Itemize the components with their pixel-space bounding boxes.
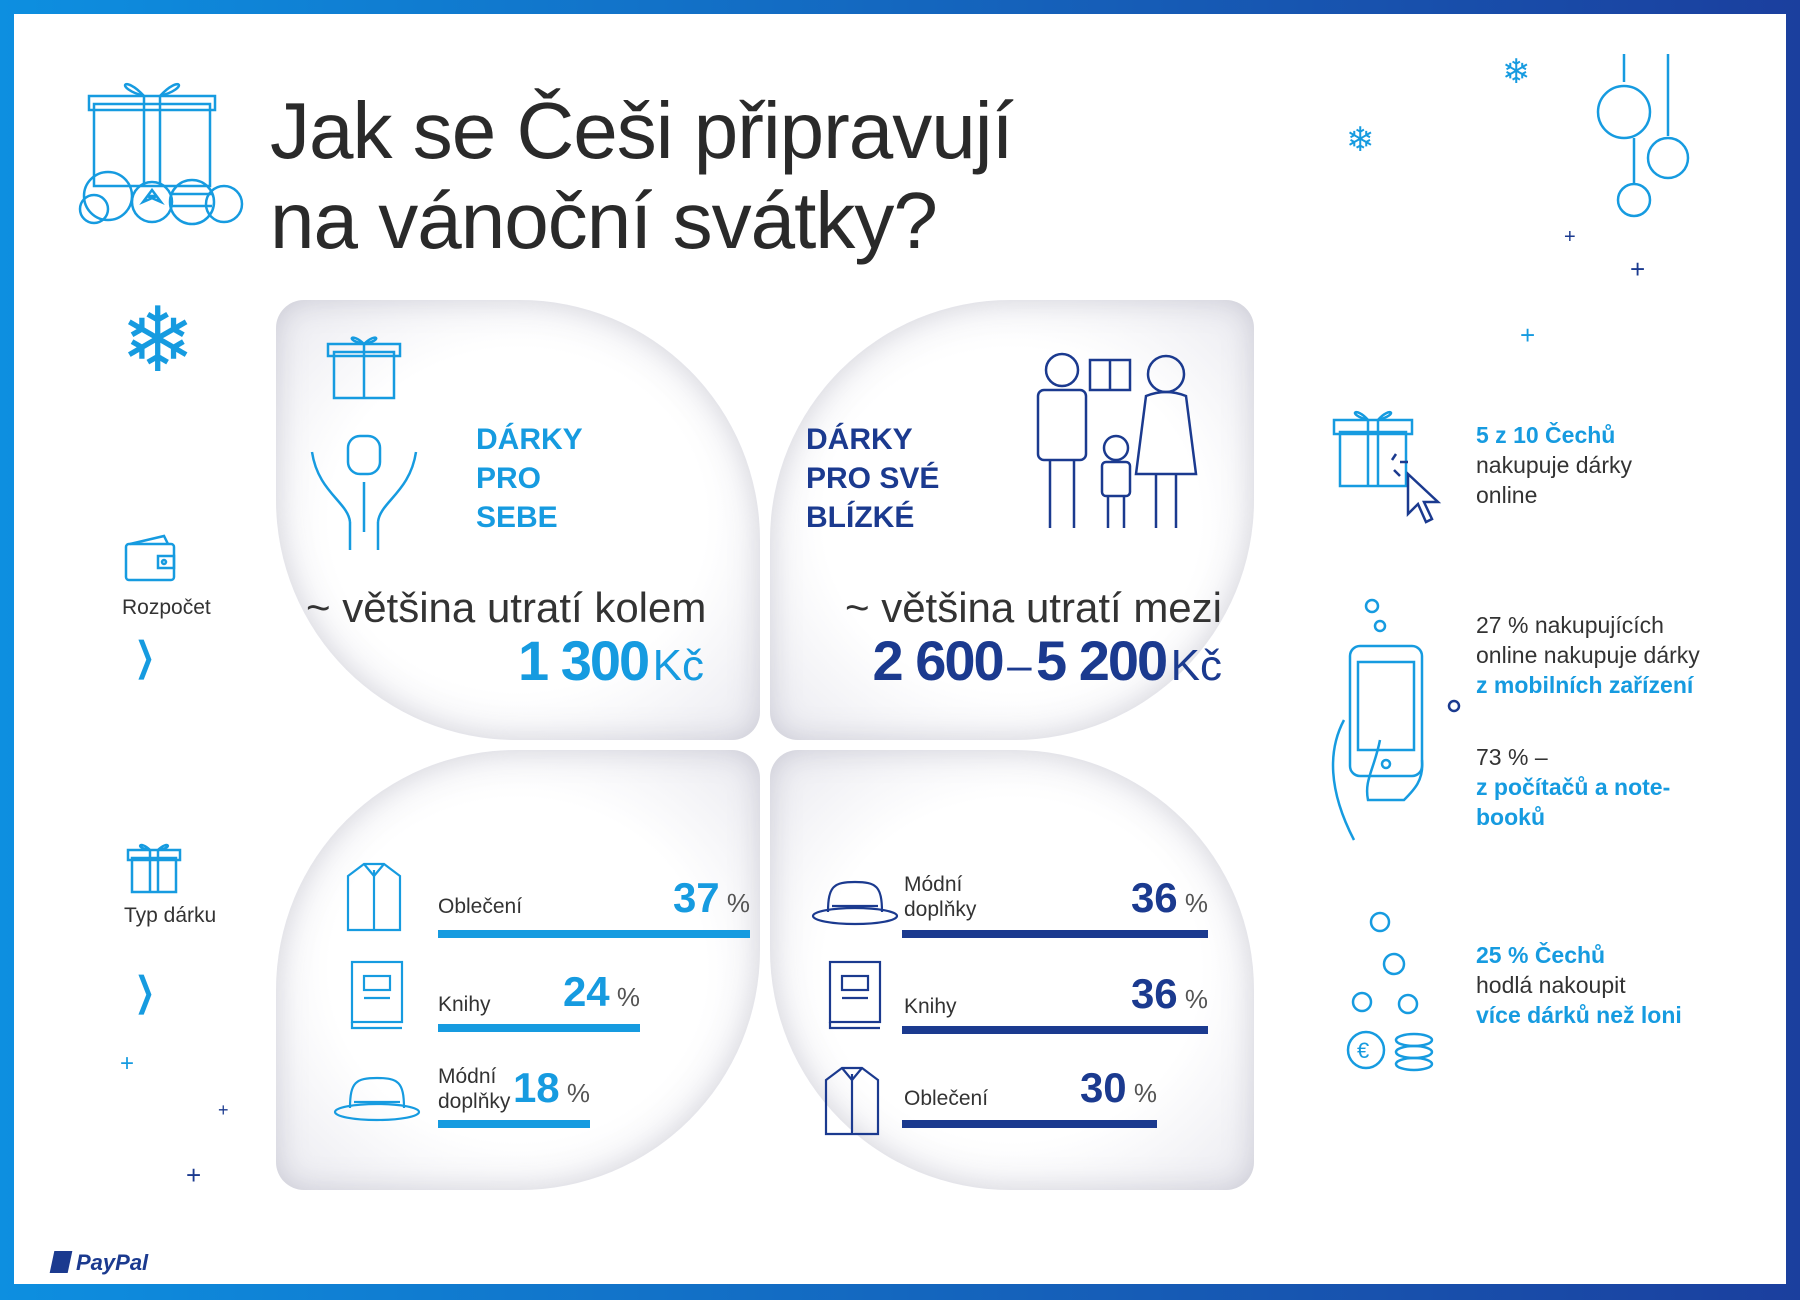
gifts-ornaments-icon xyxy=(78,83,244,226)
sparkle-icon: + xyxy=(1564,226,1576,248)
bar-1 xyxy=(438,1024,640,1032)
self-spend-text: ~ většina utratí kolem xyxy=(306,584,707,631)
gift-icon xyxy=(126,843,182,894)
bar-2 xyxy=(438,1120,590,1128)
loved-spend-range: 2 600 – 5 200 Kč xyxy=(796,628,1222,693)
online-stat: 5 z 10 Čechů nakupuje dárky online xyxy=(1476,422,1632,508)
paypal-mark-icon xyxy=(49,1251,73,1273)
chart-left-label-1: Knihy xyxy=(438,993,491,1016)
svg-text:€: € xyxy=(1357,1038,1369,1063)
sparkle-icon: + xyxy=(186,1160,202,1190)
loved-amount-to: 5 200 xyxy=(1036,629,1168,692)
loved-currency: Kč xyxy=(1170,641,1222,690)
bar-value-label-1: 24 % xyxy=(562,968,640,1015)
chart-left-label-0: Oblečení xyxy=(438,895,523,918)
paypal-logo: PayPal xyxy=(49,1250,148,1276)
loved-amount-from: 2 600 xyxy=(872,629,1005,692)
page-title: Jak se Češi připravují na vánoční svátky… xyxy=(270,86,1014,266)
hand-phone-icon xyxy=(1331,598,1461,841)
bar-0 xyxy=(438,930,750,938)
loved-gifts-heading: DÁRKY PRO SVÉ BLÍZKÉ xyxy=(806,423,940,534)
self-spend-amount: 1 300 Kč xyxy=(306,628,704,693)
title-line-1: Jak se Češi připravují xyxy=(270,86,1014,175)
sparkle-icon: + xyxy=(1630,254,1646,284)
infographic-canvas: Jak se Češi připravují na vánoční svátky… xyxy=(14,14,1786,1284)
gift-type-label: Typ dárku xyxy=(124,904,217,927)
sparkle-icon: + xyxy=(1520,320,1536,350)
bar-value-label-2: 18 % xyxy=(512,1064,590,1111)
budget-label: Rozpočet xyxy=(122,596,211,619)
chart-right-label-2: Oblečení xyxy=(904,1087,989,1110)
bar-value-label-1: 36 % xyxy=(1130,970,1208,1017)
gift-click-icon xyxy=(1332,411,1442,524)
hat-icon xyxy=(811,880,899,926)
self-amount-value: 1 300 xyxy=(518,629,650,692)
family-icon xyxy=(1036,352,1198,528)
self-gifts-heading: DÁRKY PRO SEBE xyxy=(476,423,583,534)
bar-value-label-0: 37 % xyxy=(672,874,750,921)
hat-icon xyxy=(333,1076,421,1122)
self-gifts-panel xyxy=(276,300,760,740)
bar-2 xyxy=(902,1120,1157,1128)
sparkle-icon: + xyxy=(218,1100,229,1120)
coins-icon: € xyxy=(1346,911,1434,1072)
jacket-icon xyxy=(824,1066,880,1136)
mobile-stat: 27 % nakupujících online nakupuje dárky … xyxy=(1476,612,1700,698)
snowflake-icon: ❄ xyxy=(1502,53,1531,91)
title-line-2: na vánoční svátky? xyxy=(270,176,938,265)
self-currency: Kč xyxy=(652,641,704,690)
loved-gifts-chart-panel xyxy=(770,750,1254,1190)
person-with-gift-icon xyxy=(310,336,418,550)
wallet-icon xyxy=(124,534,176,582)
pc-stat: 73 % – z počítačů a note- booků xyxy=(1476,744,1671,830)
chevron-right-icon[interactable]: ❯ xyxy=(134,970,155,1014)
bar-value-label-0: 36 % xyxy=(1130,874,1208,921)
bar-value-label-2: 30 % xyxy=(1079,1064,1157,1111)
bar-1 xyxy=(902,1026,1208,1034)
loved-dash: – xyxy=(1007,641,1032,690)
chart-right-label-1: Knihy xyxy=(904,995,957,1018)
snowflake-icon: ❄ xyxy=(1346,121,1375,159)
christmas-balls-icon xyxy=(1596,54,1690,218)
chevron-right-icon[interactable]: ❯ xyxy=(134,635,155,679)
chart-left-label-2: Módní doplňky xyxy=(438,1065,511,1113)
jacket-icon xyxy=(346,862,402,932)
book-icon xyxy=(350,960,404,1030)
self-gifts-chart-panel xyxy=(276,750,760,1190)
bar-0 xyxy=(902,930,1208,938)
book-icon xyxy=(828,960,882,1030)
loved-spend-text: ~ většina utratí mezi xyxy=(845,584,1222,631)
sparkle-icon: + xyxy=(120,1050,135,1077)
chart-right-label-0: Módní doplňky xyxy=(904,873,977,921)
large-snowflake-icon: ❄ xyxy=(120,291,196,391)
more-gifts-stat: 25 % Čechů hodlá nakoupit více dárků než… xyxy=(1476,942,1682,1028)
loved-gifts-panel xyxy=(770,300,1254,740)
